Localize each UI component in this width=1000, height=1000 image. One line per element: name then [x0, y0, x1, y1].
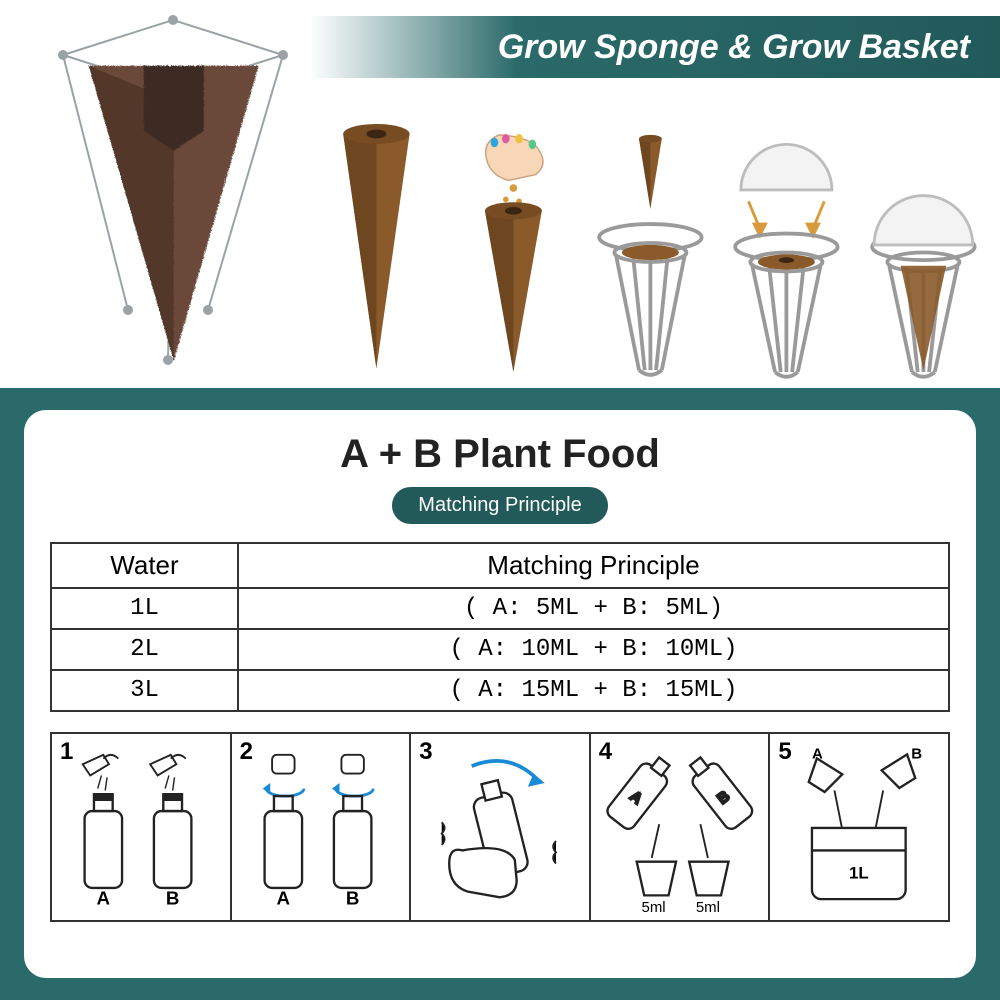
svg-text:B: B [912, 746, 923, 763]
svg-text:B: B [345, 888, 359, 909]
bottle-b-label: B [166, 888, 180, 909]
step-4: 4 A B [591, 734, 771, 920]
assembly-step-5 [857, 120, 990, 380]
page: Grow Sponge & Grow Basket [0, 0, 1000, 1000]
table-row: 3L ( A: 15ML + B: 15ML) [51, 670, 949, 711]
svg-text:A: A [276, 888, 290, 909]
step-number: 1 [60, 738, 73, 766]
step-1: 1 [52, 734, 232, 920]
sponge-hero [28, 10, 298, 380]
assembly-step-3 [584, 120, 717, 380]
svg-text:5ml: 5ml [696, 899, 720, 916]
dose-label: 5ml [641, 899, 665, 916]
step-5: 5 A B [770, 734, 948, 920]
step-number: 2 [240, 738, 253, 766]
assembly-step-4 [720, 120, 853, 380]
steps-row: 1 [50, 732, 950, 922]
top-section: Grow Sponge & Grow Basket [0, 0, 1000, 388]
plant-food-panel-wrap: A + B Plant Food Matching Principle Wate… [0, 388, 1000, 1000]
matching-table: Water Matching Principle 1L ( A: 5ML + B… [50, 542, 950, 712]
step-number: 5 [778, 738, 791, 766]
table-row: 2L ( A: 10ML + B: 10ML) [51, 629, 949, 670]
step-3: 3 [411, 734, 591, 920]
title-banner: Grow Sponge & Grow Basket [310, 16, 1000, 78]
bottle-a-label: A [97, 888, 111, 909]
hand-icon [485, 134, 542, 180]
title-text: Grow Sponge & Grow Basket [498, 28, 970, 67]
plant-food-heading: A + B Plant Food [50, 432, 950, 477]
sponge-assembly-row [310, 100, 990, 380]
plant-food-panel: A + B Plant Food Matching Principle Wate… [24, 410, 976, 978]
assembly-step-2 [447, 120, 580, 380]
assembly-step-1 [310, 120, 443, 380]
step-number: 3 [419, 738, 432, 766]
jug-label: 1L [849, 864, 869, 883]
step-number: 4 [599, 738, 612, 766]
table-header-water: Water [51, 543, 238, 588]
step-2: 2 [232, 734, 412, 920]
svg-text:A: A [812, 746, 823, 763]
table-header-principle: Matching Principle [238, 543, 949, 588]
matching-principle-pill: Matching Principle [392, 487, 607, 524]
sponge-hero-svg [28, 10, 298, 380]
table-row: 1L ( A: 5ML + B: 5ML) [51, 588, 949, 629]
